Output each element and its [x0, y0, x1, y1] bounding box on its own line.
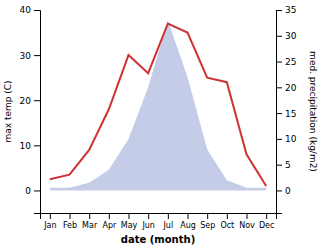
axis-line — [277, 11, 283, 214]
axis-line — [34, 11, 41, 214]
tick: 30 — [20, 50, 40, 60]
tick-mark — [227, 213, 228, 219]
tick-mark — [50, 213, 51, 219]
tick-mark — [276, 36, 282, 37]
tick-label: 10 — [285, 134, 297, 144]
tick: Jan — [43, 213, 56, 230]
y2-axis-title: med. precipitation (kg/m2) — [308, 51, 318, 172]
tick-mark — [148, 213, 149, 219]
tick-mark — [34, 100, 40, 101]
area — [50, 20, 266, 190]
tick: Jun — [141, 213, 155, 230]
tick-label: Aug — [180, 221, 196, 230]
tick-mark — [129, 213, 130, 219]
tick: 15 — [276, 108, 296, 118]
tick-mark — [276, 62, 282, 63]
tick-label: 20 — [285, 83, 297, 93]
tick: 25 — [276, 57, 296, 67]
tick-mark — [266, 213, 267, 219]
tick-mark — [276, 165, 282, 166]
tick-mark — [34, 55, 40, 56]
line — [50, 24, 266, 186]
tick: 0 — [25, 186, 40, 196]
tick-label: 30 — [285, 31, 297, 41]
tick-label: 0 — [25, 186, 31, 196]
tick-label: 15 — [285, 108, 296, 118]
tick-label: May — [121, 221, 138, 230]
tick-mark — [188, 213, 189, 219]
y-axis-title: max temp (C) — [3, 80, 13, 142]
tick: Jul — [163, 213, 174, 230]
tick: Dec — [259, 213, 274, 230]
tick-label: Mar — [82, 221, 98, 230]
tick-mark — [276, 10, 282, 11]
tick-label: 5 — [285, 160, 291, 170]
axis-line — [41, 214, 277, 220]
tick-label: Nov — [239, 221, 255, 230]
tick-mark — [34, 190, 40, 191]
chart: Jan Feb Mar Apr MayJun Jul Aug Sep Oct Nov Dec 0 10 2… — [0, 0, 318, 247]
tick: 10 — [276, 134, 297, 144]
y2-axis: 0 5 10 15 20 25 30 35 — [276, 5, 297, 213]
tick-mark — [207, 213, 208, 219]
tick-mark — [276, 139, 282, 140]
x-axis-title: date (month) — [121, 234, 195, 245]
tick: 40 — [20, 5, 40, 15]
tick-mark — [89, 213, 90, 219]
tick-label: 40 — [20, 5, 32, 15]
tick-mark — [276, 190, 282, 191]
tick: Nov — [239, 213, 255, 230]
tick: 20 — [20, 96, 40, 106]
tick: 35 — [276, 5, 296, 15]
tick-label: Apr — [102, 221, 117, 230]
tick-label: 10 — [20, 141, 32, 151]
tick: Mar — [82, 213, 98, 230]
tick-mark — [247, 213, 248, 219]
tick-label: 30 — [20, 50, 32, 60]
tick: 20 — [276, 83, 297, 93]
tick-mark — [109, 213, 110, 219]
tick-label: Oct — [220, 221, 234, 230]
tick: 30 — [276, 31, 297, 41]
tick: Apr — [102, 213, 117, 230]
tick-label: Jan — [43, 221, 56, 230]
tick-label: 25 — [285, 57, 296, 67]
tick: Oct — [220, 213, 234, 230]
tick-mark — [70, 213, 71, 219]
x-axis: Jan Feb Mar Apr MayJun Jul Aug Sep Oct Nov Dec — [41, 213, 277, 230]
tick-mark — [168, 213, 169, 219]
tick: May — [121, 213, 138, 230]
tick-label: Dec — [259, 221, 274, 230]
tick: 10 — [20, 141, 40, 151]
tick: Aug — [180, 213, 196, 230]
tick-label: Feb — [63, 221, 77, 230]
tick-mark — [34, 10, 40, 11]
tick-label: 20 — [20, 96, 32, 106]
tick-mark — [276, 87, 282, 88]
tick-label: 35 — [285, 5, 296, 15]
tick-label: Jun — [141, 221, 155, 230]
tick-mark — [276, 113, 282, 114]
tick: Feb — [63, 213, 77, 230]
tick-label: Jul — [163, 221, 174, 230]
tick: 0 — [276, 186, 291, 196]
y-axis: 0 10 20 30 40 — [20, 5, 41, 213]
plot-area — [50, 20, 266, 190]
tick-label: Sep — [200, 221, 215, 230]
tick: 5 — [276, 160, 291, 170]
tick: Sep — [200, 213, 215, 230]
tick-mark — [34, 145, 40, 146]
tick-label: 0 — [285, 186, 291, 196]
